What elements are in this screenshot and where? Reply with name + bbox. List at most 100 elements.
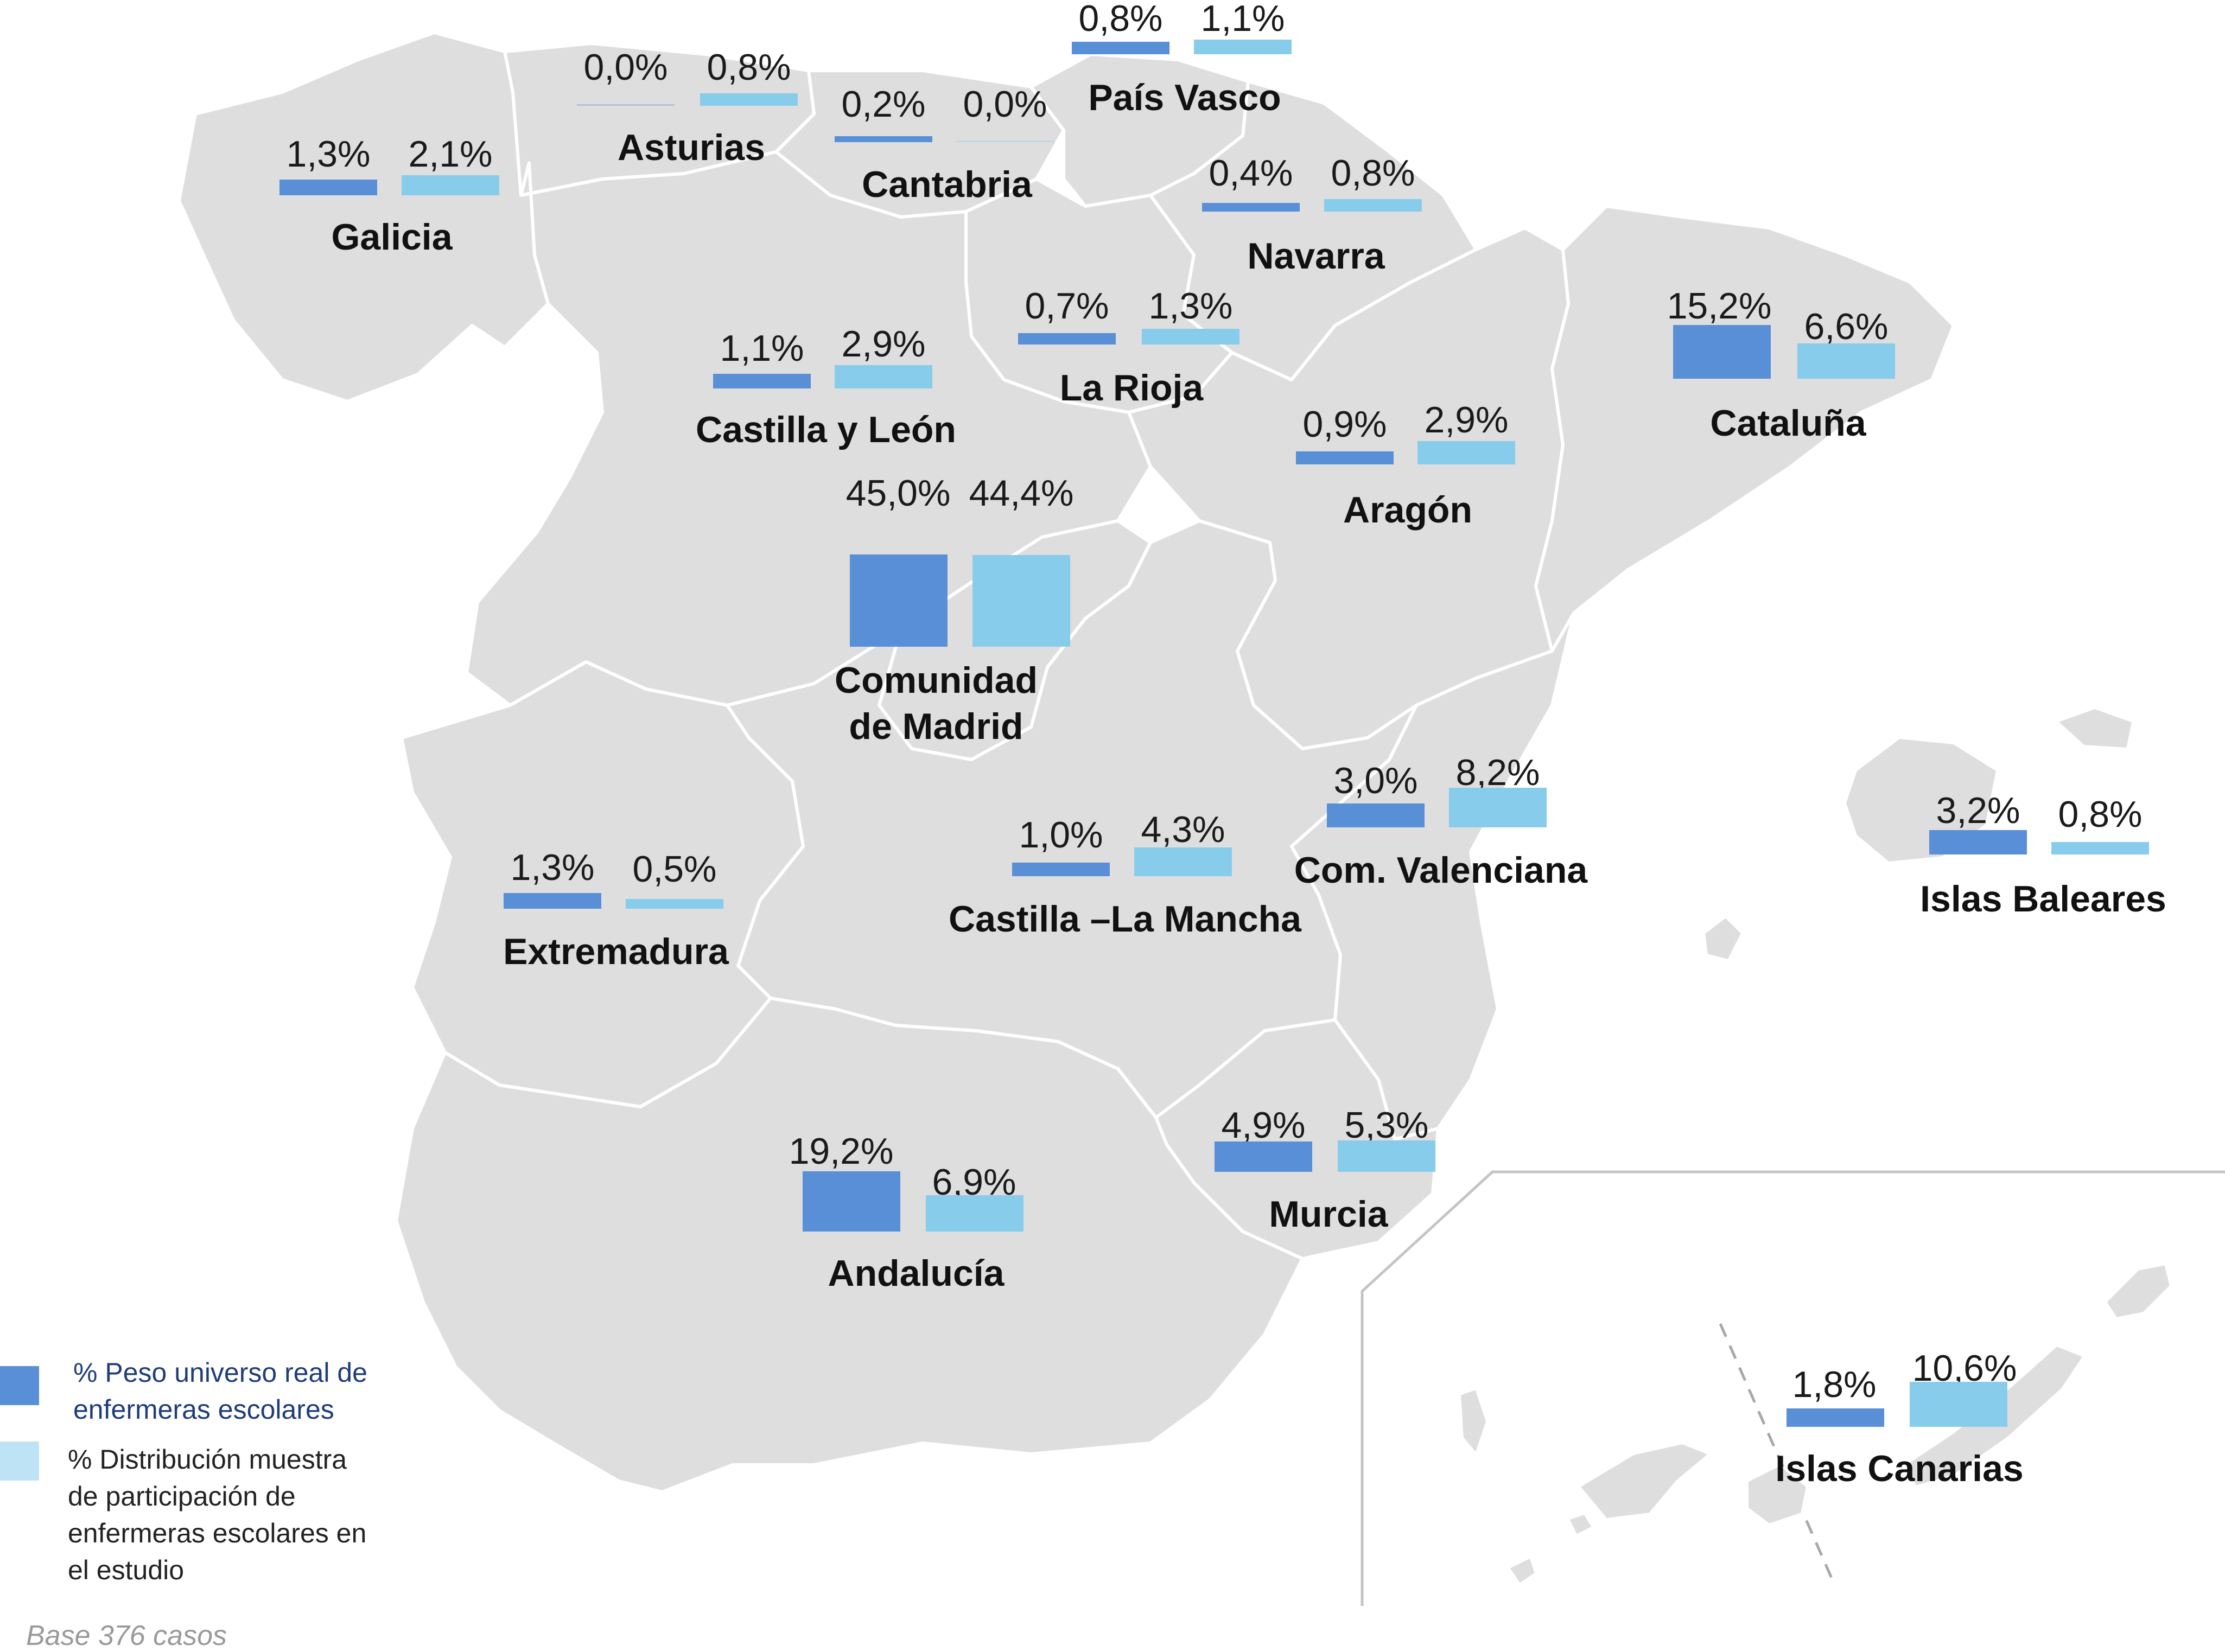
canarias-sample-pct: 10,6% bbox=[1912, 1348, 2017, 1389]
canarias-universe-bar bbox=[1787, 1408, 1884, 1427]
island-menorca bbox=[2055, 706, 2134, 750]
baleares-sample-bar bbox=[2051, 842, 2149, 854]
extremadura-universe-pct: 1,3% bbox=[510, 847, 595, 888]
pais-vasco-sample-bar bbox=[1194, 40, 1292, 54]
island-tenerife bbox=[1577, 1441, 1712, 1521]
com-valenciana-universe-bar bbox=[1327, 803, 1425, 827]
baleares-universe-bar bbox=[1929, 830, 2027, 854]
legend-sample-text: % Distribución muestra de participación … bbox=[68, 1441, 366, 1589]
baleares-universe-pct: 3,2% bbox=[1936, 790, 2020, 831]
madrid-label-line1: Comunidad bbox=[835, 660, 1038, 701]
extremadura-sample-bar bbox=[626, 899, 723, 909]
extremadura-universe-bar bbox=[504, 893, 601, 909]
region-shape-cataluna bbox=[1534, 205, 1955, 653]
andalucia-universe-pct: 19,2% bbox=[789, 1131, 894, 1172]
island-la-palma bbox=[1458, 1387, 1489, 1457]
island-gran-canaria bbox=[1746, 1463, 1809, 1526]
navarra-label: Navarra bbox=[1247, 235, 1385, 277]
cataluna-universe-bar bbox=[1673, 325, 1771, 379]
cataluna-sample-pct: 6,6% bbox=[1804, 306, 1889, 347]
pais-vasco-sample-pct: 1,1% bbox=[1200, 0, 1285, 39]
la-rioja-sample-bar bbox=[1142, 329, 1239, 345]
cantabria-label: Cantabria bbox=[862, 164, 1032, 205]
madrid-label: Comunidad de Madrid bbox=[835, 658, 1038, 750]
galicia-sample-pct: 2,1% bbox=[408, 133, 493, 175]
asturias-sample-bar bbox=[700, 93, 798, 106]
cantabria-sample-bar bbox=[956, 141, 1054, 142]
com-valenciana-sample-bar bbox=[1449, 788, 1547, 827]
legend-sample-line4: el estudio bbox=[68, 1555, 185, 1585]
legend-sample-line3: enfermeras escolares en bbox=[68, 1518, 367, 1548]
asturias-label: Asturias bbox=[617, 127, 766, 168]
galicia-universe-pct: 1,3% bbox=[286, 133, 371, 175]
legend-sample-swatch bbox=[0, 1441, 39, 1481]
extremadura-label: Extremadura bbox=[503, 931, 729, 972]
navarra-sample-bar bbox=[1324, 199, 1422, 212]
andalucia-sample-bar bbox=[926, 1195, 1024, 1232]
galicia-universe-bar bbox=[279, 180, 377, 195]
madrid-label-line2: de Madrid bbox=[849, 706, 1024, 747]
madrid-sample-pct: 44,4% bbox=[969, 473, 1074, 514]
cantabria-universe-pct: 0,2% bbox=[841, 84, 926, 125]
extremadura-sample-pct: 0,5% bbox=[632, 849, 717, 890]
navarra-universe-pct: 0,4% bbox=[1209, 152, 1293, 194]
asturias-universe-pct: 0,0% bbox=[583, 47, 668, 88]
castilla-leon-sample-bar bbox=[835, 365, 932, 388]
castilla-la-mancha-sample-pct: 4,3% bbox=[1141, 809, 1225, 850]
castilla-leon-label: Castilla y León bbox=[696, 409, 956, 450]
island-lanzarote bbox=[2104, 1262, 2172, 1320]
legend-universe-line2: enfermeras escolares bbox=[73, 1394, 334, 1425]
castilla-la-mancha-universe-bar bbox=[1012, 863, 1110, 876]
canarias-inset-frame bbox=[1361, 1170, 2225, 1606]
island-el-hierro bbox=[1507, 1555, 1537, 1586]
castilla-la-mancha-universe-pct: 1,0% bbox=[1019, 814, 1103, 856]
la-rioja-universe-pct: 0,7% bbox=[1025, 285, 1109, 327]
galicia-sample-bar bbox=[402, 175, 499, 195]
madrid-universe-bar bbox=[850, 554, 948, 647]
castilla-la-mancha-sample-bar bbox=[1134, 847, 1232, 876]
murcia-universe-pct: 4,9% bbox=[1221, 1105, 1306, 1146]
legend-sample-line1: % Distribución muestra bbox=[68, 1444, 347, 1475]
com-valenciana-universe-pct: 3,0% bbox=[1333, 760, 1418, 801]
region-shape-galicia bbox=[177, 31, 550, 403]
castilla-leon-universe-pct: 1,1% bbox=[720, 328, 804, 369]
andalucia-universe-bar bbox=[803, 1171, 900, 1232]
madrid-sample-bar bbox=[972, 555, 1070, 647]
base-footnote: Base 376 casos bbox=[26, 1620, 227, 1651]
pais-vasco-universe-pct: 0,8% bbox=[1078, 0, 1163, 39]
legend-universe-swatch bbox=[0, 1366, 39, 1405]
canarias-label: Islas Canarias bbox=[1775, 1448, 2024, 1489]
legend-universe-line1: % Peso universo real de bbox=[73, 1357, 367, 1388]
la-rioja-sample-pct: 1,3% bbox=[1148, 285, 1233, 327]
cantabria-universe-bar bbox=[835, 136, 932, 142]
asturias-universe-bar bbox=[577, 104, 675, 106]
aragon-universe-bar bbox=[1296, 451, 1394, 464]
murcia-universe-bar bbox=[1215, 1141, 1312, 1172]
canarias-universe-pct: 1,8% bbox=[1792, 1364, 1877, 1405]
cataluna-sample-bar bbox=[1797, 343, 1895, 379]
andalucia-sample-pct: 6,9% bbox=[932, 1162, 1016, 1203]
andalucia-label: Andalucía bbox=[828, 1253, 1005, 1294]
la-rioja-label: La Rioja bbox=[1059, 367, 1204, 409]
baleares-sample-pct: 0,8% bbox=[2058, 794, 2143, 835]
aragon-universe-pct: 0,9% bbox=[1302, 404, 1387, 445]
murcia-sample-pct: 5,3% bbox=[1344, 1105, 1429, 1146]
baleares-label: Islas Baleares bbox=[1920, 878, 2166, 920]
pais-vasco-universe-bar bbox=[1072, 42, 1169, 54]
island-ibiza bbox=[1702, 915, 1744, 962]
cataluna-universe-pct: 15,2% bbox=[1667, 285, 1772, 327]
cantabria-sample-pct: 0,0% bbox=[963, 84, 1047, 125]
madrid-universe-pct: 45,0% bbox=[846, 473, 951, 514]
legend-universe-text: % Peso universo real de enfermeras escol… bbox=[73, 1354, 367, 1428]
castilla-leon-sample-pct: 2,9% bbox=[841, 323, 926, 365]
pais-vasco-label: País Vasco bbox=[1088, 77, 1281, 118]
aragon-sample-bar bbox=[1417, 441, 1515, 464]
legend-sample-line2: de participación de bbox=[68, 1481, 296, 1511]
island-la-gomera bbox=[1567, 1512, 1594, 1537]
region-shape-andalucia bbox=[395, 997, 1304, 1494]
asturias-sample-pct: 0,8% bbox=[707, 47, 791, 88]
com-valenciana-label: Com. Valenciana bbox=[1294, 850, 1588, 891]
galicia-label: Galicia bbox=[331, 216, 453, 258]
murcia-label: Murcia bbox=[1269, 1194, 1388, 1235]
